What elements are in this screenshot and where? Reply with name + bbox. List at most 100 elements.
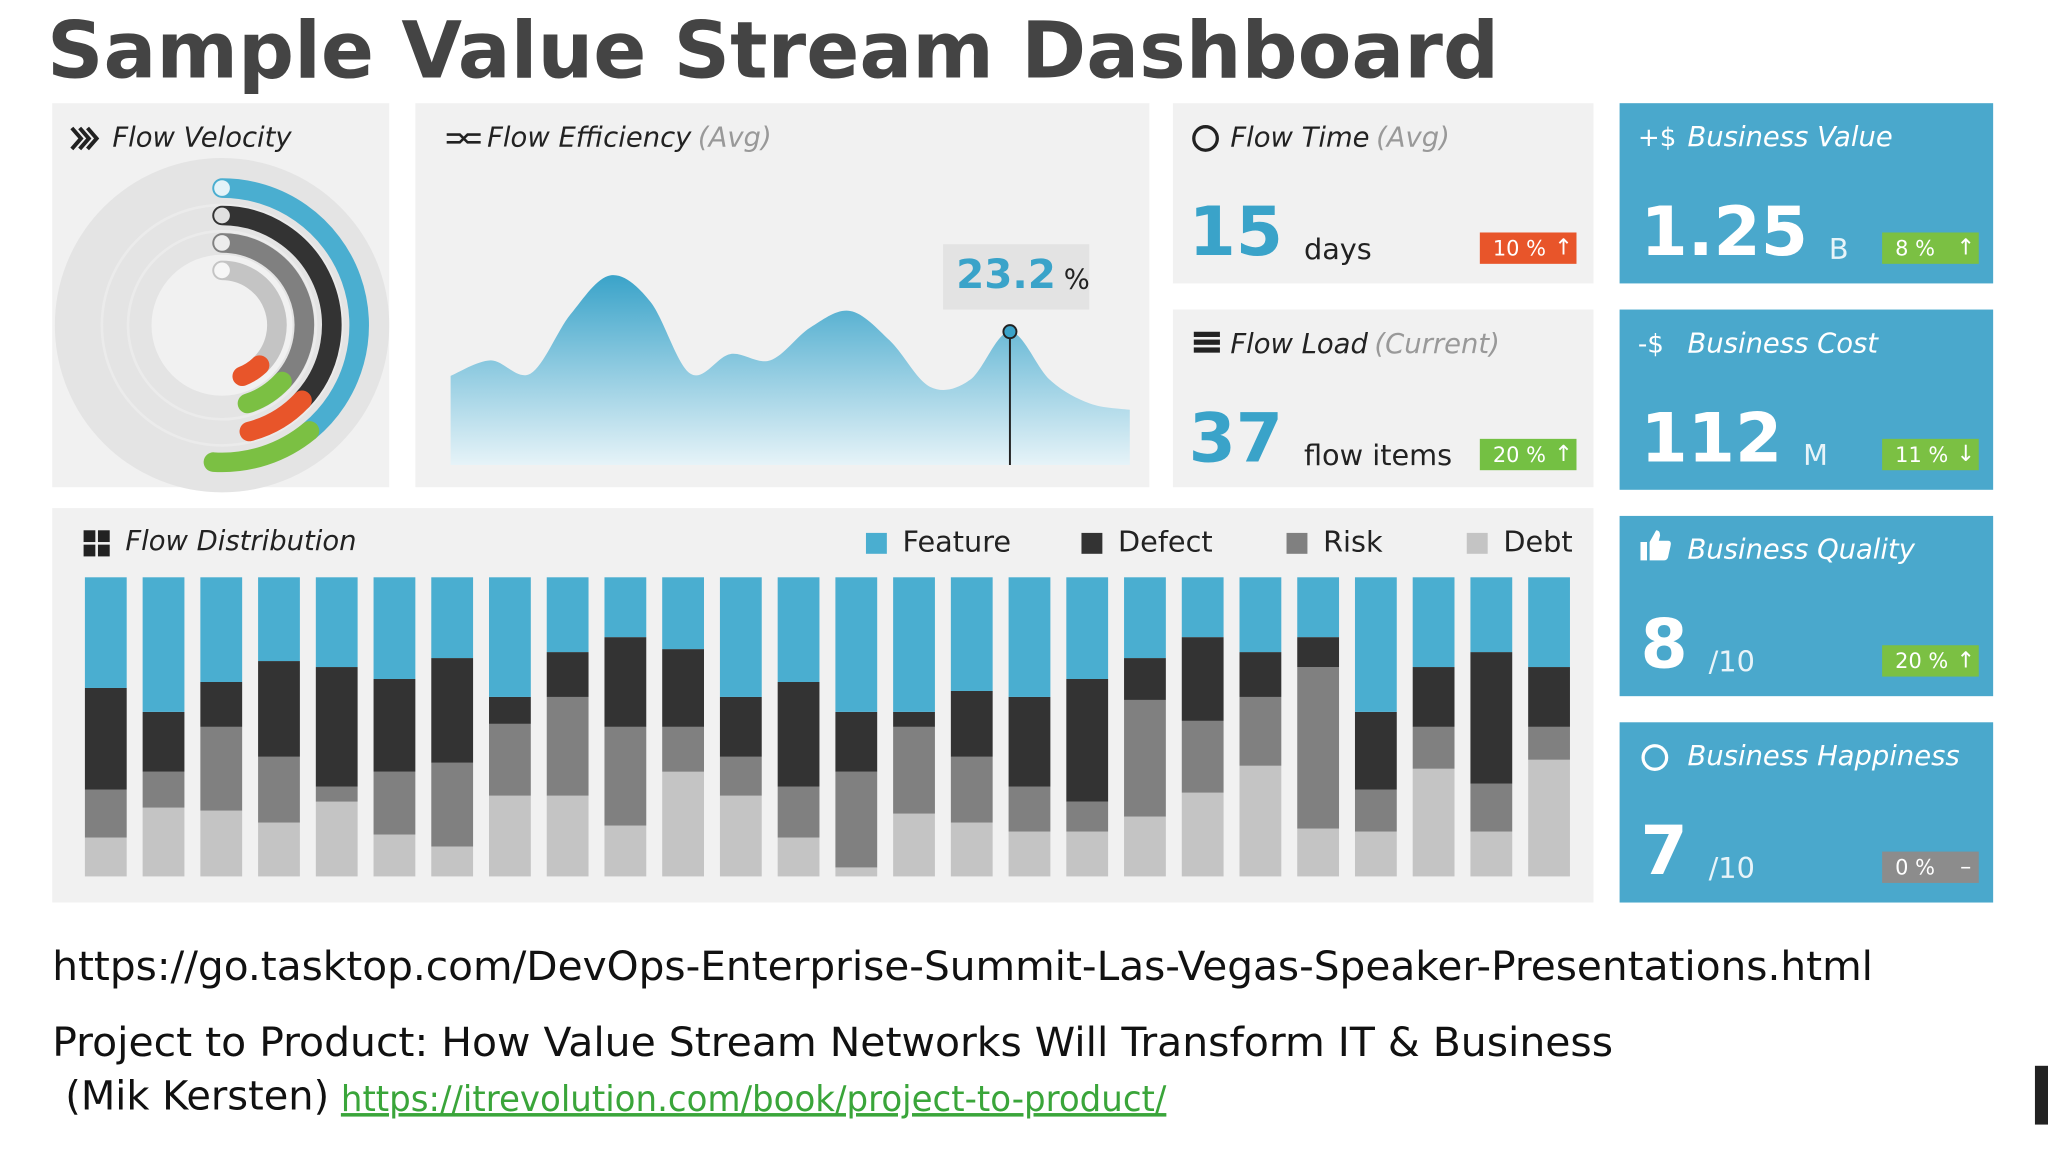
bar-segment <box>200 810 243 877</box>
bar-segment <box>1008 577 1051 697</box>
bar-segment <box>489 696 531 724</box>
icon <box>1192 125 1219 152</box>
metric-unit: days <box>1304 232 1372 266</box>
legend-swatch <box>1286 532 1308 554</box>
bar-segment <box>1124 577 1166 659</box>
title-text: Flow Efficiency <box>487 122 692 153</box>
bar-segment <box>1181 577 1224 638</box>
bar-segment <box>893 577 935 712</box>
metric-value: 37 <box>1189 399 1284 478</box>
edge-mark <box>2034 1065 2048 1125</box>
card-value: 8 <box>1640 606 1687 685</box>
trend-arrow: ↑ <box>1554 235 1573 261</box>
ring-icon <box>214 207 230 224</box>
bar-segment <box>1470 652 1513 784</box>
ring-arc <box>239 390 312 442</box>
card-icon: +$ <box>1638 123 1677 153</box>
title-text: Flow Time <box>1230 122 1369 153</box>
legend-label: Feature <box>903 524 1012 558</box>
bar-segment <box>1297 828 1340 877</box>
bar-segment <box>1066 831 1109 877</box>
ring-arc <box>212 233 315 392</box>
legend-label: Risk <box>1323 524 1383 558</box>
bar-segment <box>431 577 474 659</box>
bar-segment <box>1008 786 1051 832</box>
title-text: Flow Load <box>1230 328 1368 359</box>
bar-segment <box>1470 831 1513 877</box>
card-icon: -$ <box>1638 329 1664 359</box>
bar-segment <box>604 726 647 826</box>
change-text: 20 % <box>1895 649 1948 673</box>
bar-segment <box>1181 637 1224 721</box>
bar-segment <box>431 846 474 877</box>
bar-segment <box>1124 658 1166 700</box>
bar-segment <box>431 762 474 847</box>
annotation-value: 23.2 <box>956 250 1056 298</box>
bar-segment <box>1181 792 1224 877</box>
bar-segment <box>1412 577 1455 668</box>
bar-segment <box>1297 667 1340 829</box>
bar-segment <box>719 696 762 757</box>
bar-segment <box>662 771 704 877</box>
bar-segment <box>315 801 358 877</box>
bar-segment <box>489 723 531 796</box>
bar-segment <box>662 726 704 772</box>
card-title: Business Quality <box>1688 535 1916 566</box>
slide-title: Sample Value Stream Dashboard <box>47 6 1499 97</box>
bar-segment <box>835 711 878 772</box>
title-qualifier: (Avg) <box>698 122 772 153</box>
ring-icon <box>214 180 230 196</box>
icon <box>97 530 110 543</box>
bar-segment <box>546 795 589 877</box>
footer-url: https://go.tasktop.com/DevOps-Enterprise… <box>52 942 1873 990</box>
bar-segment <box>893 813 935 877</box>
ring-track-line <box>100 203 344 447</box>
icon <box>97 544 110 557</box>
bar-segment <box>84 837 127 877</box>
bar-segment <box>662 649 704 727</box>
bar-segment <box>489 795 531 877</box>
ring-arc <box>212 260 287 376</box>
bar-segment <box>893 726 935 814</box>
bar-segment <box>604 637 647 727</box>
annotation-box <box>943 244 1090 310</box>
bar-segment <box>1066 577 1109 680</box>
bar-segment <box>258 661 300 757</box>
trend-arrow: ↓ <box>1956 441 1975 467</box>
bar-segment <box>777 837 820 877</box>
metric-unit: flow items <box>1304 438 1452 472</box>
bar-segment <box>431 658 474 763</box>
icon <box>70 126 100 151</box>
trend-arrow: ↑ <box>1554 441 1573 467</box>
bar-segment <box>777 786 820 838</box>
title-qualifier: (Current) <box>1374 328 1499 359</box>
card-title: Business Cost <box>1688 328 1880 359</box>
change-text: 10 % <box>1493 236 1546 260</box>
icon <box>446 133 481 144</box>
card-value: 112 <box>1640 399 1782 478</box>
bar-segment <box>546 696 589 796</box>
card-title: Business Value <box>1688 122 1893 153</box>
bar-segment <box>835 867 878 877</box>
icon <box>1641 744 1669 771</box>
bar-segment <box>1008 696 1051 787</box>
annotation-unit: % <box>1064 264 1090 295</box>
bar-segment <box>604 577 647 638</box>
bar-segment <box>1066 801 1109 832</box>
bar-segment <box>777 577 820 682</box>
title-qualifier: (Avg) <box>1376 122 1450 153</box>
area <box>450 275 1130 465</box>
bar-segment <box>373 834 416 877</box>
card-unit: /10 <box>1709 851 1755 885</box>
bar-segment <box>662 577 704 650</box>
ring-arc <box>232 355 270 387</box>
bar-segment <box>1528 667 1570 727</box>
bar-segment <box>1354 711 1397 790</box>
bar-segment <box>142 807 185 877</box>
trend-arrow: – <box>1960 854 1971 880</box>
bar-segment <box>950 756 993 823</box>
icon <box>83 544 96 557</box>
bar-segment <box>835 771 878 868</box>
change-text: 8 % <box>1895 236 1935 260</box>
trend-arrow: ↑ <box>1956 647 1975 673</box>
